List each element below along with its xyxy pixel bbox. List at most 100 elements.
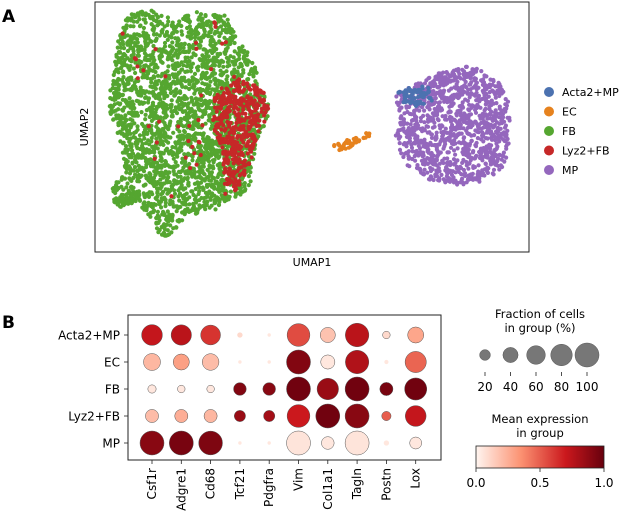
umap-point-ec: [354, 140, 359, 145]
umap-point-mp: [459, 85, 464, 90]
umap-point-fb: [197, 169, 202, 174]
umap-point-fb: [157, 133, 162, 139]
umap-point-lyz2-fb: [242, 81, 247, 86]
umap-point-fb: [250, 60, 255, 66]
umap-point-lyz2-fb: [183, 155, 188, 160]
umap-point-fb: [150, 68, 155, 73]
legend-marker: [544, 87, 554, 97]
umap-point-fb: [186, 30, 191, 35]
legend-label: MP: [562, 164, 578, 177]
umap-point-fb: [142, 202, 147, 207]
umap-point-mp: [445, 167, 451, 173]
umap-point-fb: [137, 133, 143, 138]
size-legend-label: 100: [576, 380, 599, 394]
umap-point-fb: [150, 76, 155, 81]
umap-point-fb: [197, 189, 202, 194]
umap-point-fb: [191, 85, 196, 90]
umap-point-lyz2-fb: [232, 149, 237, 154]
umap-point-mp: [441, 177, 446, 182]
umap-point-fb: [212, 193, 217, 198]
umap-point-fb: [208, 29, 213, 34]
umap-point-mp: [461, 136, 466, 141]
umap-point-fb: [159, 81, 164, 86]
umap-point-mp: [425, 147, 430, 153]
umap-point-fb: [251, 74, 256, 79]
umap-point-fb: [190, 97, 195, 102]
umap-point-mp: [445, 171, 450, 176]
umap-point-mp: [467, 132, 472, 137]
umap-point-mp: [495, 84, 500, 89]
umap-point-fb: [194, 25, 199, 30]
umap-point-mp: [404, 150, 409, 155]
umap-point-mp: [426, 114, 431, 119]
umap-point-fb: [169, 98, 174, 103]
umap-point-lyz2-fb: [247, 115, 252, 120]
umap-point-mp: [495, 111, 500, 116]
umap-point-lyz2-fb: [154, 140, 159, 145]
umap-point-mp: [453, 160, 458, 166]
umap-points: [107, 8, 512, 238]
umap-point-fb: [217, 82, 222, 87]
umap-point-fb: [199, 88, 204, 93]
umap-point-mp: [462, 147, 467, 152]
umap-point-fb: [232, 59, 238, 64]
umap-point-mp: [476, 163, 481, 168]
umap-point-fb: [126, 164, 132, 169]
umap-point-fb: [164, 103, 169, 108]
umap-point-fb: [217, 39, 222, 44]
umap-point-ec: [337, 147, 342, 153]
umap-point-mp: [422, 162, 427, 167]
umap-point-lyz2-fb: [232, 74, 237, 79]
umap-point-fb: [223, 51, 228, 57]
umap-point-fb: [128, 64, 133, 69]
umap-point-lyz2-fb: [245, 84, 250, 89]
umap-point-lyz2-fb: [233, 183, 238, 188]
umap-point-mp: [405, 121, 410, 126]
umap-point-mp: [414, 151, 419, 156]
umap-point-lyz2-fb: [211, 117, 216, 123]
umap-point-acta2-mp: [412, 101, 417, 106]
umap-point-lyz2-fb: [238, 100, 243, 105]
umap-point-mp: [422, 157, 427, 162]
umap-point-fb: [162, 163, 167, 168]
umap-point-fb: [143, 173, 148, 178]
umap-point-fb: [254, 70, 259, 75]
umap-point-fb: [143, 95, 148, 100]
umap-point-mp: [446, 88, 451, 93]
umap-point-mp: [393, 133, 398, 138]
umap-point-mp: [453, 178, 458, 183]
umap-point-mp: [486, 166, 491, 171]
umap-point-fb: [170, 201, 175, 206]
umap-point-fb: [232, 40, 237, 46]
umap-point-mp: [470, 150, 476, 155]
umap-point-lyz2-fb: [255, 117, 260, 122]
umap-point-fb: [143, 39, 148, 44]
umap-point-lyz2-fb: [132, 56, 138, 61]
umap-point-fb: [193, 131, 198, 136]
dot-MP-Tcf21: [238, 441, 242, 445]
umap-point-mp: [494, 159, 500, 164]
umap-point-mp: [435, 117, 440, 122]
umap-point-lyz2-fb: [193, 40, 199, 45]
umap-point-fb: [168, 188, 173, 193]
umap-point-fb: [178, 119, 183, 124]
umap-point-fb: [213, 76, 218, 81]
umap-point-fb: [165, 22, 170, 28]
umap-point-fb: [195, 32, 200, 37]
umap-point-mp: [505, 128, 510, 133]
dot-EC-Cd68: [202, 353, 220, 371]
umap-point-fb: [143, 141, 149, 146]
umap-point-fb: [151, 28, 156, 33]
umap-point-fb: [224, 30, 229, 35]
umap-point-lyz2-fb: [231, 89, 236, 94]
umap-point-mp: [497, 139, 502, 144]
umap-point-lyz2-fb: [241, 132, 246, 137]
umap-point-fb: [135, 44, 140, 49]
umap-point-mp: [499, 118, 504, 123]
umap-point-fb: [130, 161, 135, 166]
umap-point-fb: [125, 48, 130, 54]
umap-point-lyz2-fb: [242, 118, 247, 123]
umap-point-fb: [220, 82, 225, 87]
umap-point-fb: [178, 45, 183, 51]
umap-point-lyz2-fb: [232, 110, 237, 115]
